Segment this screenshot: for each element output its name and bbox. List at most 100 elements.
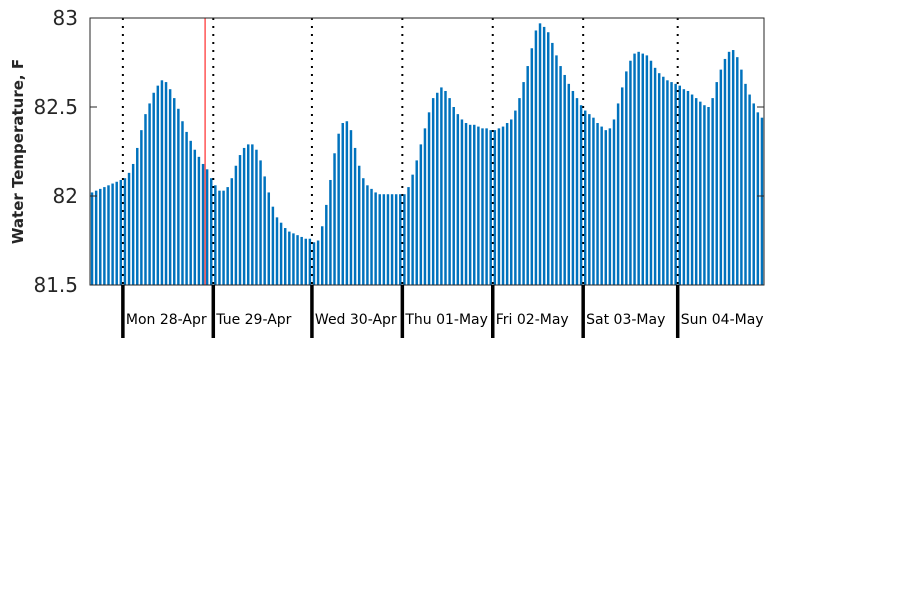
temperature-bar bbox=[263, 176, 266, 285]
temperature-bar bbox=[292, 233, 295, 285]
temperature-bar bbox=[473, 124, 476, 285]
temperature-bar bbox=[477, 126, 480, 285]
temperature-bar bbox=[94, 190, 98, 285]
temperature-bar bbox=[123, 178, 127, 285]
temperature-bar bbox=[588, 114, 591, 286]
temperature-bar bbox=[575, 98, 579, 285]
day-label: Thu 01-May bbox=[404, 312, 488, 328]
temperature-bar bbox=[140, 130, 143, 285]
temperature-bar bbox=[115, 181, 118, 285]
temperature-bar bbox=[493, 130, 497, 285]
temperature-bar bbox=[275, 217, 279, 285]
temperature-bar bbox=[386, 194, 390, 285]
temperature-bar bbox=[111, 183, 114, 285]
temperature-bar bbox=[259, 160, 262, 285]
temperature-bar bbox=[234, 165, 238, 285]
temperature-bar bbox=[201, 163, 205, 285]
temperature-bar bbox=[197, 156, 201, 285]
temperature-bar bbox=[715, 82, 718, 285]
y-tick-label: 82.5 bbox=[33, 95, 78, 119]
temperature-bar bbox=[460, 119, 464, 286]
temperature-bar bbox=[103, 187, 106, 285]
temperature-bar bbox=[226, 187, 229, 285]
temperature-bar bbox=[288, 231, 291, 285]
temperature-bar bbox=[407, 187, 410, 285]
temperature-bar bbox=[583, 110, 587, 285]
temperature-bar bbox=[649, 60, 653, 285]
temperature-bar bbox=[99, 188, 102, 285]
temperature-bar bbox=[444, 90, 447, 285]
y-axis-ticks: 81.5 82 82.5 83 bbox=[33, 6, 764, 297]
temperature-bar bbox=[456, 114, 460, 286]
temperature-bar bbox=[440, 87, 443, 285]
temperature-bar bbox=[242, 147, 246, 285]
temperature-bar bbox=[468, 124, 472, 285]
temperature-bar bbox=[390, 194, 394, 285]
temperature-bar bbox=[312, 242, 316, 285]
day-label: Sun 04-May bbox=[681, 312, 764, 328]
temperature-bar bbox=[251, 144, 254, 285]
temperature-bar bbox=[719, 69, 723, 286]
temperature-bar bbox=[214, 185, 217, 285]
temperature-bar bbox=[682, 89, 686, 285]
temperature-bar bbox=[181, 121, 184, 286]
temperature-bar bbox=[514, 110, 517, 285]
temperature-bar bbox=[645, 55, 649, 285]
temperature-bar bbox=[657, 73, 661, 286]
temperature-bar bbox=[670, 82, 673, 285]
temperature-bar bbox=[333, 153, 336, 285]
temperature-bar bbox=[637, 51, 640, 285]
temperature-bar bbox=[173, 98, 176, 285]
temperature-bar bbox=[300, 236, 303, 285]
temperature-bar bbox=[279, 222, 283, 285]
temperature-bar bbox=[694, 98, 698, 285]
temperature-bar bbox=[374, 192, 377, 285]
day-label: Mon 28-Apr bbox=[126, 312, 207, 328]
temperature-bar bbox=[131, 163, 135, 285]
temperature-bar bbox=[193, 149, 197, 285]
temperature-bar bbox=[629, 60, 632, 285]
temperature-bar bbox=[592, 117, 595, 286]
temperature-bar bbox=[127, 172, 131, 285]
temperature-bar bbox=[419, 144, 423, 285]
temperature-bar bbox=[189, 140, 192, 285]
temperature-bar bbox=[620, 87, 624, 285]
temperature-bar bbox=[551, 42, 554, 285]
temperature-bar bbox=[522, 82, 525, 285]
temperature-bar bbox=[674, 83, 677, 285]
temperature-bar bbox=[699, 101, 702, 285]
temperature-bar bbox=[542, 26, 546, 286]
temperature-bar bbox=[596, 123, 599, 286]
temperature-bar bbox=[329, 179, 332, 285]
temperature-bar bbox=[370, 188, 373, 285]
temperature-bar bbox=[501, 126, 505, 285]
temperature-bar bbox=[505, 123, 509, 286]
temperature-bar bbox=[711, 98, 714, 285]
y-tick-label: 82 bbox=[53, 184, 78, 208]
temperature-bar bbox=[119, 179, 123, 285]
temperature-bar bbox=[555, 55, 558, 285]
temperature-bar bbox=[485, 128, 488, 285]
temperature-bar bbox=[378, 194, 381, 285]
plot-frame bbox=[89, 17, 765, 286]
temperature-bar bbox=[538, 23, 542, 286]
temperature-bar bbox=[210, 178, 213, 285]
y-axis-label: Water Temperature, F bbox=[9, 59, 27, 244]
temperature-bar bbox=[325, 204, 328, 285]
temperature-bar bbox=[690, 94, 694, 285]
temperature-bar bbox=[156, 85, 160, 285]
temperature-bar bbox=[448, 98, 451, 285]
temperature-bar bbox=[353, 147, 357, 285]
temperature-bar bbox=[144, 114, 147, 286]
temperature-bar bbox=[727, 51, 731, 285]
temperature-bar bbox=[160, 80, 164, 285]
temperature-bar bbox=[308, 238, 312, 285]
temperature-bar bbox=[616, 103, 620, 285]
temperature-bar bbox=[723, 58, 727, 285]
temperature-bar bbox=[497, 128, 501, 285]
temperature-bar bbox=[703, 105, 706, 285]
temperature-bar bbox=[399, 194, 402, 285]
temperature-bar bbox=[436, 92, 439, 285]
day-label: Sat 03-May bbox=[586, 312, 665, 328]
temperature-bar bbox=[337, 133, 340, 285]
